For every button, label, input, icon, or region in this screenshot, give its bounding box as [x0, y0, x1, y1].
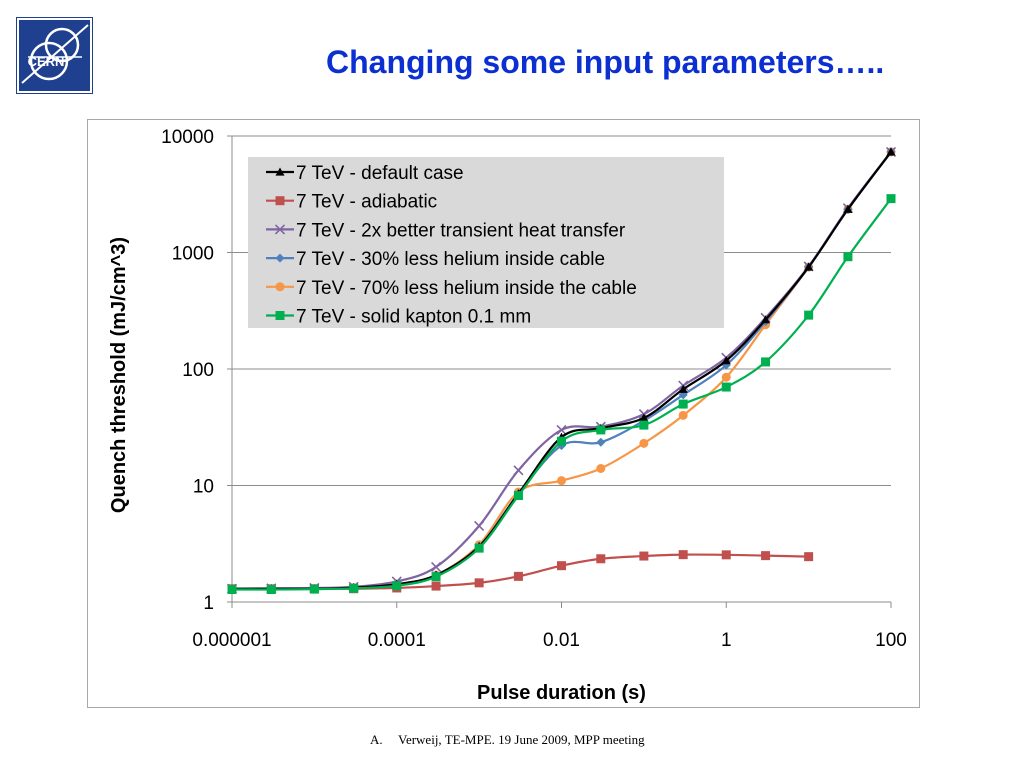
data-point	[557, 436, 566, 446]
x-tick-label: 0.000001	[192, 630, 271, 651]
data-point	[721, 372, 731, 382]
slide-title: Changing some input parameters…..	[326, 44, 885, 80]
data-point	[557, 561, 566, 571]
legend-entry: 7 TeV - 30% less helium inside cable	[266, 249, 605, 270]
y-tick-label: 1	[203, 593, 214, 614]
footer-text: Verweij, TE-MPE. 19 June 2009, MPP meeti…	[398, 732, 645, 747]
x-axis-title: Pulse duration (s)	[477, 682, 646, 704]
data-point	[474, 543, 484, 553]
y-tick-label: 10	[193, 477, 214, 498]
data-point	[678, 550, 688, 560]
legend-label: 7 TeV - adiabatic	[296, 192, 437, 213]
data-point	[556, 424, 567, 435]
data-point	[596, 425, 606, 435]
marker-stroke	[556, 424, 567, 435]
legend-entry: 7 TeV - default case	[266, 163, 464, 184]
data-point	[678, 399, 688, 409]
x-tick-label: 1	[721, 630, 732, 651]
data-point	[431, 581, 441, 591]
data-point	[430, 561, 442, 572]
data-point	[761, 315, 771, 324]
legend-marker	[274, 224, 286, 235]
cern-logo-graphic: CERN	[17, 18, 92, 93]
legend-label: 7 TeV - 2x better transient heat transfe…	[296, 220, 626, 241]
data-point	[513, 491, 523, 501]
data-point	[349, 583, 359, 593]
legend-label: 7 TeV - 30% less helium inside cable	[296, 249, 605, 270]
data-point	[639, 420, 649, 430]
data-point	[266, 585, 276, 595]
data-point	[227, 585, 237, 595]
data-point	[309, 584, 319, 594]
data-point	[392, 581, 402, 591]
data-point	[886, 194, 896, 204]
data-point	[639, 438, 649, 448]
data-point	[474, 520, 485, 531]
data-point	[804, 310, 814, 320]
cern-logo: CERN	[16, 17, 93, 94]
data-point	[761, 357, 771, 367]
legend-entry: 7 TeV - 2x better transient heat transfe…	[266, 220, 626, 241]
logo-text: CERN	[28, 54, 65, 69]
data-point	[843, 252, 853, 262]
data-point	[678, 384, 688, 393]
data-point	[678, 410, 688, 420]
x-tick-label: 0.0001	[368, 630, 426, 651]
data-point	[721, 382, 731, 392]
data-point	[474, 578, 484, 588]
legend-entry: 7 TeV - adiabatic	[266, 192, 437, 213]
data-point	[639, 551, 649, 561]
data-point	[513, 571, 523, 581]
slide-footer: A. Verweij, TE-MPE. 19 June 2009, MPP mee…	[370, 732, 645, 748]
legend-marker	[275, 311, 285, 320]
legend-box	[248, 157, 724, 328]
legend-label: 7 TeV - solid kapton 0.1 mm	[296, 307, 531, 328]
marker-stroke	[513, 465, 524, 476]
data-point	[721, 356, 731, 365]
data-point	[513, 465, 524, 476]
legend-entry: 7 TeV - 70% less helium inside the cable	[266, 278, 637, 299]
data-point	[886, 147, 896, 156]
data-point	[431, 572, 441, 582]
x-tick-label: 0.01	[543, 630, 580, 651]
chart-frame: 1 10 100 1000 10000 0.000001 0.0001 0.01 1 100 Pul…	[87, 119, 920, 708]
data-point	[804, 262, 814, 271]
data-point	[596, 554, 606, 564]
data-point	[761, 551, 771, 561]
data-point	[596, 463, 606, 473]
y-tick-label: 1000	[172, 244, 214, 265]
marker-stroke	[274, 224, 286, 235]
legend-label: 7 TeV - 70% less helium inside the cable	[296, 278, 637, 299]
marker-stroke	[474, 520, 485, 531]
y-tick-label: 10000	[161, 127, 214, 148]
legend-marker	[275, 167, 285, 176]
y-axis-title: Quench threshold (mJ/cm^3)	[108, 237, 130, 513]
y-tick-label: 100	[182, 360, 214, 381]
footer-number: A.	[370, 732, 383, 747]
legend-entry: 7 TeV - solid kapton 0.1 mm	[266, 307, 531, 328]
data-point	[639, 413, 649, 422]
chart: 1 10 100 1000 10000 0.000001 0.0001 0.01 1 100 Pul…	[108, 127, 907, 704]
legend-marker	[275, 282, 285, 292]
data-point	[596, 437, 606, 447]
data-point	[721, 550, 731, 560]
data-point	[557, 476, 566, 486]
x-tick-label: 100	[875, 630, 907, 651]
data-point	[843, 204, 853, 213]
data-point	[804, 552, 814, 562]
marker-stroke	[430, 561, 442, 572]
legend-label: 7 TeV - default case	[296, 163, 464, 184]
legend-marker	[275, 253, 285, 263]
legend-marker	[275, 196, 285, 206]
